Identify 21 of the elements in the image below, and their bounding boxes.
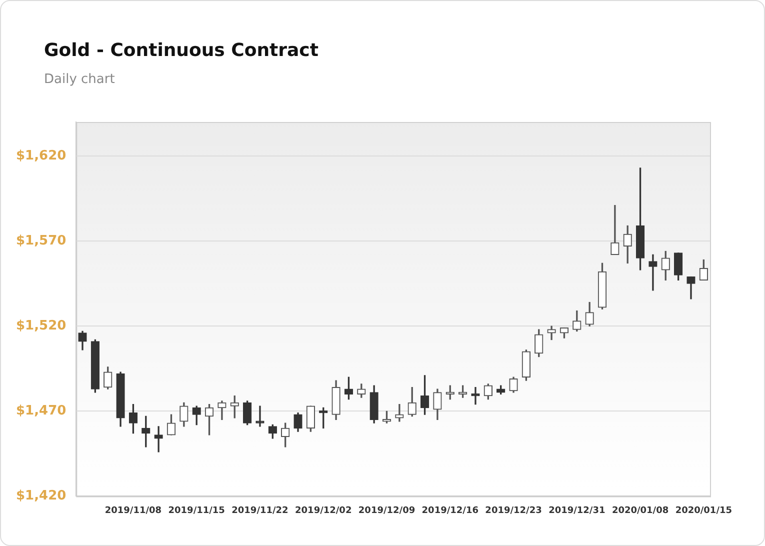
candlestick <box>256 406 264 427</box>
x-tick-label: 2019/11/15 <box>168 506 225 516</box>
y-tick-label: $1,520 <box>16 318 66 334</box>
chart-subtitle: Daily chart <box>44 72 115 87</box>
x-tick-label: 2019/12/02 <box>295 506 352 516</box>
candlestick <box>154 426 163 452</box>
y-tick-label: $1,420 <box>16 488 66 504</box>
x-tick-label: 2020/01/15 <box>675 506 732 516</box>
x-tick-label: 2019/11/08 <box>104 506 162 516</box>
candlestick <box>610 205 620 255</box>
chart-title: Gold - Continuous Contract <box>44 40 318 61</box>
x-tick-label: 2019/12/16 <box>422 506 478 516</box>
y-tick-label: $1,620 <box>16 148 66 164</box>
x-tick-label: 2020/01/08 <box>612 506 669 516</box>
y-tick-label: $1,470 <box>16 404 66 419</box>
y-tick-label: $1,570 <box>16 233 66 248</box>
x-tick-label: 2019/12/09 <box>358 506 416 516</box>
x-tick-label: 2019/12/31 <box>548 506 606 516</box>
x-tick-label: 2019/11/22 <box>232 506 288 516</box>
candlestick <box>648 254 658 291</box>
x-tick-label: 2019/12/23 <box>485 506 542 516</box>
